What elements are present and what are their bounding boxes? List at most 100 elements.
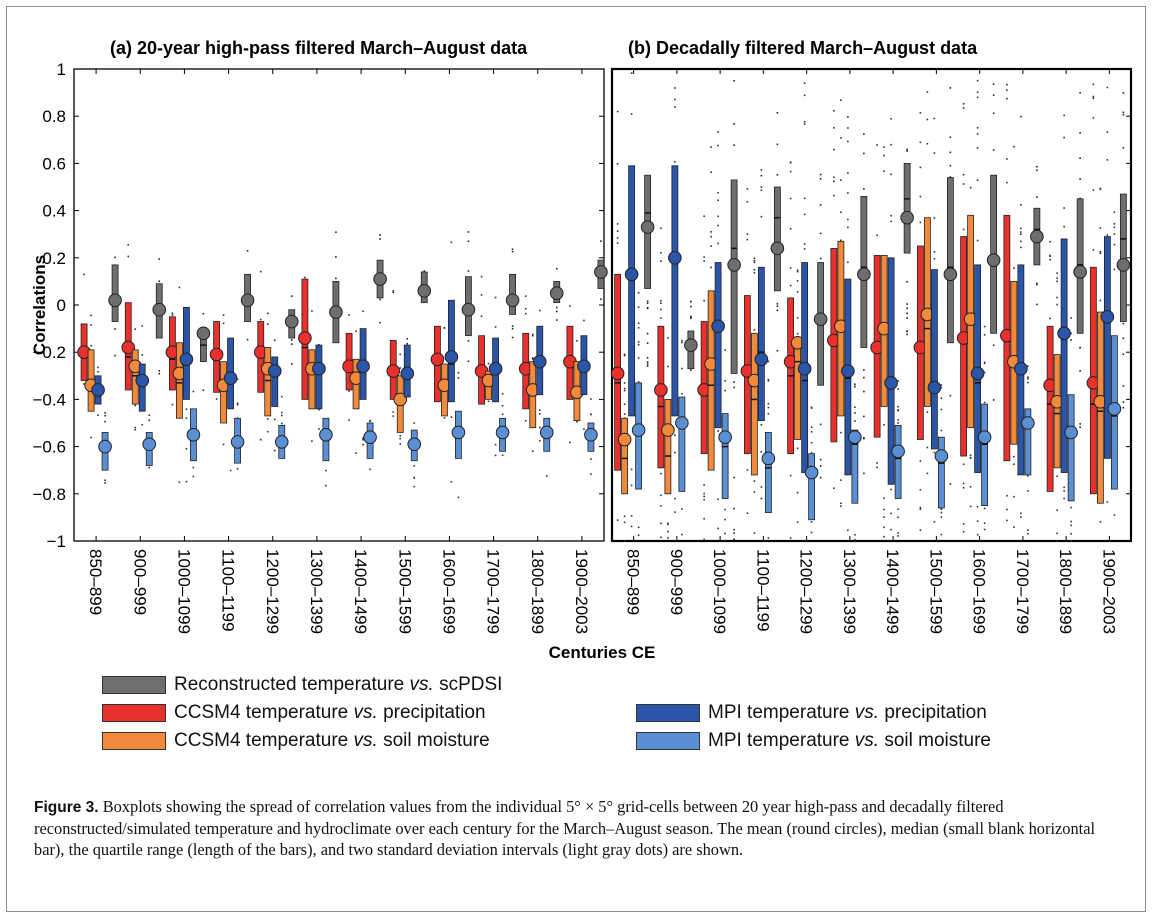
- spread-dot: [1070, 339, 1072, 341]
- spread-dot: [919, 112, 922, 114]
- spread-dot: [236, 467, 239, 470]
- spread-dot: [362, 443, 364, 446]
- spread-dot: [703, 517, 705, 520]
- spread-dot: [487, 400, 490, 403]
- spread-dot: [90, 436, 92, 439]
- spread-dot: [538, 409, 541, 411]
- y-tick-label: 0.2: [42, 249, 66, 268]
- spread-dot: [854, 540, 856, 543]
- spread-dot: [1070, 317, 1072, 319]
- spread-dot: [637, 341, 640, 343]
- spread-dot: [919, 166, 922, 169]
- spread-dot: [630, 515, 633, 517]
- spread-dot: [876, 234, 878, 237]
- spread-dot: [158, 370, 161, 372]
- panel-a: (a) 20-year high-pass filtered March–Aug…: [73, 38, 608, 634]
- spread-dot: [494, 454, 497, 457]
- x-tick-label: 1400–1499: [883, 549, 902, 634]
- spread-dot: [681, 508, 683, 510]
- spread-dot: [833, 148, 835, 151]
- spread-dot: [733, 123, 735, 125]
- x-tick-label: 1700–1799: [1013, 549, 1032, 634]
- y-tick-label: −0.8: [32, 485, 66, 504]
- mean-marker: [594, 265, 608, 279]
- spread-dot: [1027, 378, 1029, 380]
- x-tick-label: 900–999: [130, 549, 149, 615]
- spread-dot: [1113, 514, 1116, 516]
- mean-marker: [98, 439, 112, 454]
- spread-dot: [1099, 299, 1102, 302]
- x-tick-label: 1400–1499: [351, 549, 370, 634]
- mean-marker: [900, 210, 914, 225]
- spread-dot: [1020, 240, 1022, 243]
- spread-dot: [1099, 250, 1102, 253]
- mean-marker: [661, 423, 675, 437]
- spread-dot: [348, 419, 350, 421]
- box: [664, 398, 672, 495]
- x-tick-label: 1300–1399: [840, 549, 859, 634]
- spread-dot: [1079, 426, 1081, 428]
- mean-marker: [1030, 229, 1044, 244]
- spread-dot: [674, 161, 676, 163]
- spread-dot: [148, 414, 151, 417]
- spread-dot: [890, 528, 892, 531]
- spread-dot: [897, 409, 899, 411]
- spread-dot: [583, 319, 585, 322]
- mean-marker: [848, 430, 862, 444]
- y-tick-label: 1: [57, 60, 66, 79]
- spread-dot: [104, 412, 106, 414]
- box: [930, 269, 938, 450]
- spread-dot: [854, 386, 856, 388]
- spread-dot: [810, 431, 813, 433]
- spread-dot: [690, 317, 692, 320]
- spread-dot: [266, 430, 269, 433]
- box: [887, 257, 895, 485]
- y-tick-label: 0: [57, 296, 66, 315]
- spread-dot: [962, 523, 965, 525]
- mean-marker: [532, 354, 547, 369]
- spread-dot: [810, 426, 813, 428]
- spread-dot: [637, 526, 640, 529]
- spread-dot: [148, 419, 151, 422]
- spread-dot: [746, 233, 749, 235]
- spread-dot: [413, 485, 416, 488]
- spread-dot: [616, 162, 619, 165]
- spread-dot: [690, 305, 692, 308]
- spread-dot: [847, 172, 849, 174]
- box: [621, 417, 629, 495]
- spread-dot: [623, 387, 626, 390]
- spread-dot: [399, 437, 402, 440]
- spread-dot: [796, 280, 799, 282]
- spread-dot: [1027, 532, 1029, 535]
- spread-dot: [467, 360, 470, 363]
- spread-dot: [1079, 132, 1081, 134]
- box: [960, 236, 968, 457]
- spread-dot: [555, 267, 558, 270]
- spread-dot: [1106, 86, 1109, 89]
- spread-dot: [83, 273, 85, 276]
- spread-dot: [104, 414, 106, 417]
- spread-dot: [114, 354, 116, 357]
- mean-marker: [451, 425, 466, 440]
- spread-dot: [576, 421, 578, 423]
- spread-dot: [1063, 486, 1065, 489]
- spread-dot: [134, 426, 137, 429]
- mean-marker: [718, 430, 732, 444]
- spread-dot: [776, 305, 779, 307]
- spread-dot: [443, 417, 446, 419]
- spread-dot: [760, 486, 763, 488]
- spread-dot: [280, 422, 283, 425]
- spread-dot: [1122, 322, 1125, 325]
- mean-marker: [1116, 258, 1131, 272]
- spread-dot: [919, 529, 922, 531]
- spread-dot: [1027, 365, 1029, 367]
- spread-dot: [940, 429, 943, 432]
- spread-dot: [355, 330, 357, 332]
- spread-dot: [192, 466, 195, 469]
- spread-dot: [863, 390, 865, 393]
- box: [1024, 408, 1032, 476]
- mean-marker: [668, 250, 682, 265]
- spread-dot: [760, 215, 763, 218]
- mean-marker: [329, 305, 343, 319]
- spread-dot: [623, 403, 626, 406]
